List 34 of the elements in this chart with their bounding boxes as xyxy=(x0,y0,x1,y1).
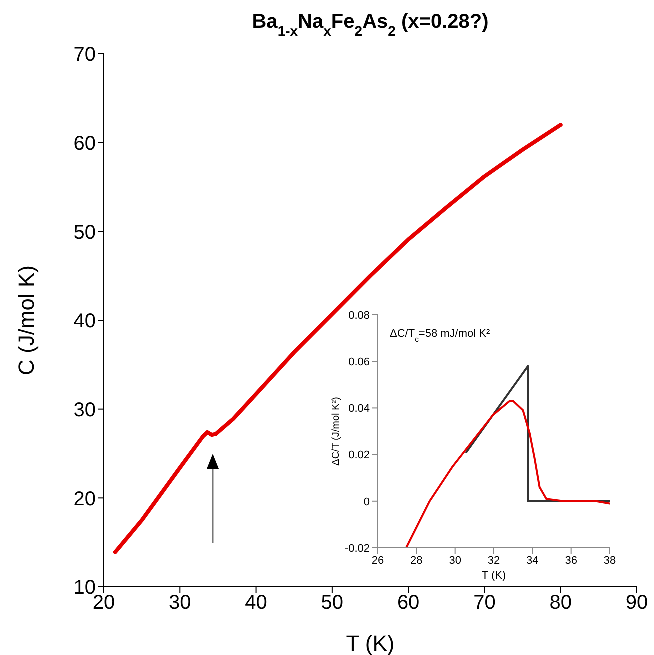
y-tick-label: 0.06 xyxy=(348,356,370,369)
x-tick-label: 34 xyxy=(526,554,539,567)
x-tick-label: 70 xyxy=(474,592,496,614)
x-tick-label: 26 xyxy=(372,554,384,567)
x-tick-label: 36 xyxy=(565,554,578,567)
line-series xyxy=(405,400,610,548)
x-tick-label: 30 xyxy=(169,592,192,614)
y-tick-label: -0.02 xyxy=(344,542,370,555)
x-tick-label: 28 xyxy=(410,554,423,567)
x-tick-label: 50 xyxy=(321,592,344,614)
y-tick-label: 70 xyxy=(74,44,96,66)
y-tick-label: 0.08 xyxy=(348,310,370,322)
x-axis-title: T (K) xyxy=(482,570,506,582)
x-tick-label: 80 xyxy=(550,592,572,614)
y-tick-label: 0.04 xyxy=(348,403,370,416)
y-tick-label: 0.02 xyxy=(348,450,370,462)
x-tick-label: 20 xyxy=(92,592,116,614)
y-tick-label: 30 xyxy=(74,399,96,422)
y-tick-label: 0 xyxy=(364,496,370,508)
y-tick-label: 50 xyxy=(74,222,96,244)
y-tick-label: 60 xyxy=(74,132,96,155)
x-tick-label: 38 xyxy=(604,554,616,567)
y-axis-title: C (J/mol K) xyxy=(14,266,39,376)
line-series xyxy=(113,123,563,554)
x-tick-label: 30 xyxy=(449,554,462,567)
annotation: ΔC/T$_{c}$=58 mJ/mol K² xyxy=(390,328,490,344)
y-axis-title: ΔC/T (J/mol K²) xyxy=(331,397,342,466)
x-tick-label: 90 xyxy=(626,592,648,614)
x-tick-label: 60 xyxy=(397,592,420,614)
y-tick-label: 20 xyxy=(74,488,96,510)
x-tick-label: 32 xyxy=(488,554,500,567)
chart-title: Ba$_{1-x}$Na$_{x}$Fe$_{2}$As$_{2}$ (x=0.28?) xyxy=(252,11,489,39)
y-tick-label: 40 xyxy=(74,310,96,333)
x-tick-label: 40 xyxy=(245,592,268,614)
